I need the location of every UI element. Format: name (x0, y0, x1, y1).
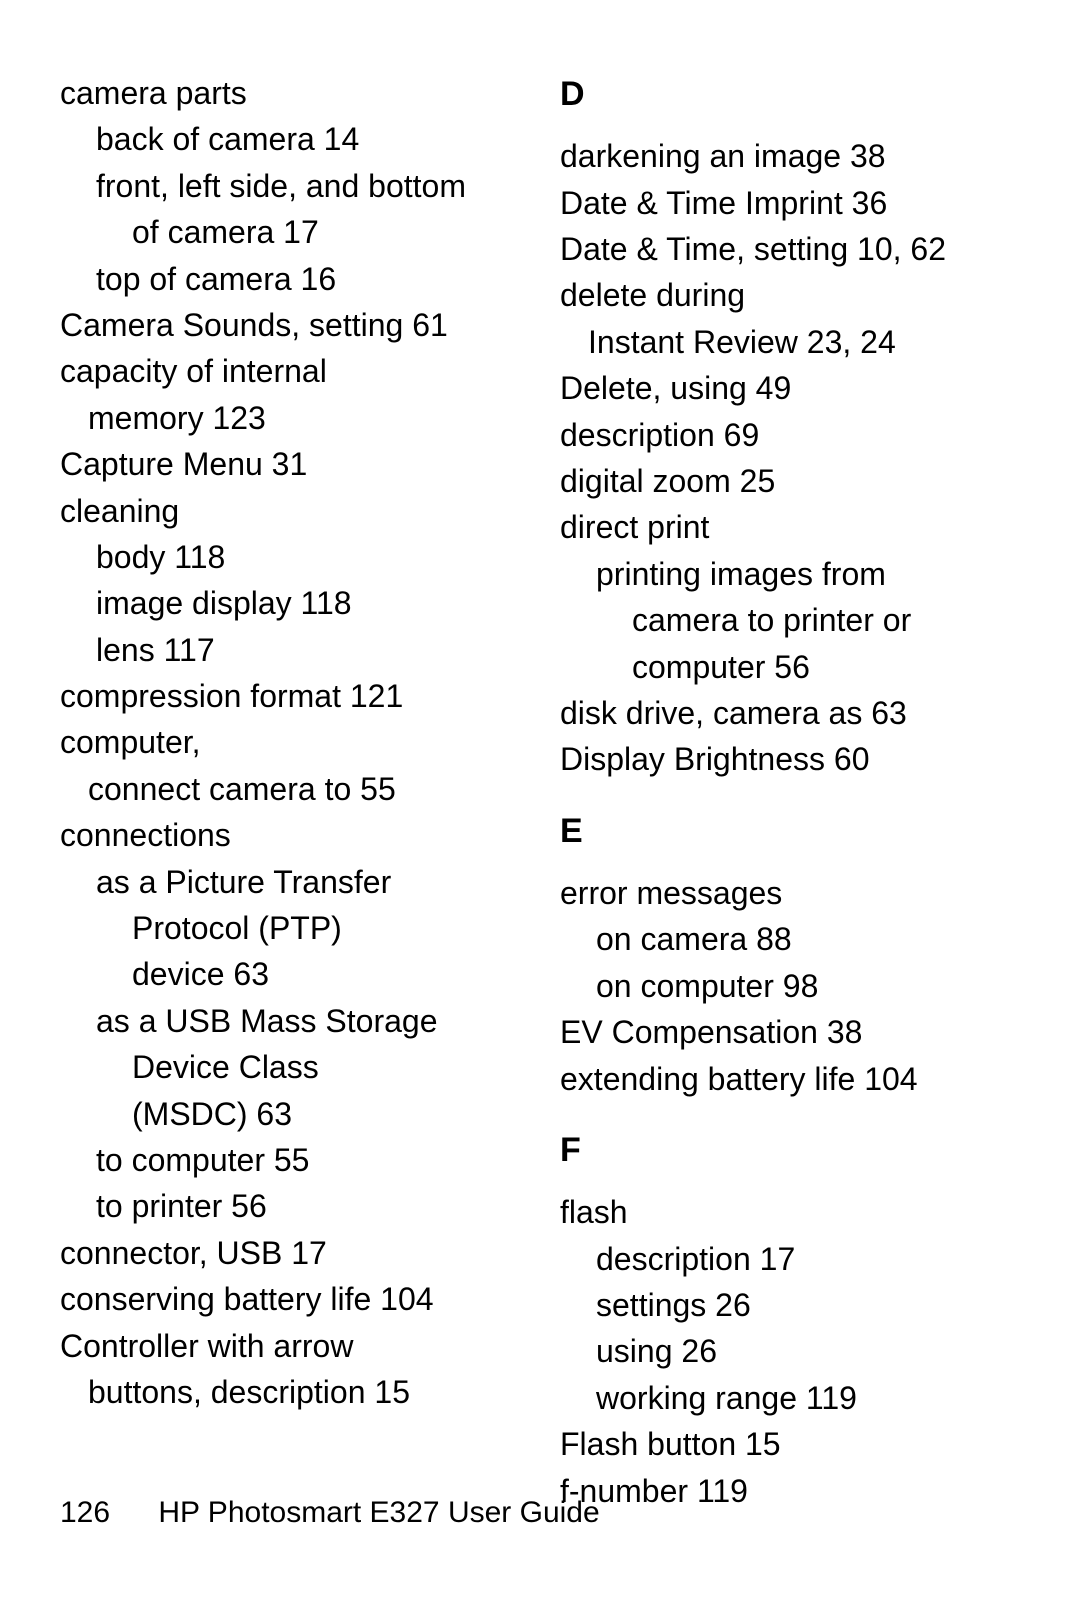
index-entry: capacity of internal (60, 348, 530, 394)
index-entry: Camera Sounds, setting 61 (60, 302, 530, 348)
left-column: camera partsback of camera 14front, left… (60, 70, 530, 1514)
index-entry: using 26 (560, 1328, 1030, 1374)
index-entry: connector, USB 17 (60, 1230, 530, 1276)
index-entry: Controller with arrow (60, 1323, 530, 1369)
index-entry: direct print (560, 504, 1030, 550)
index-entry: Device Class (60, 1044, 530, 1090)
index-entry: Instant Review 23, 24 (560, 319, 1030, 365)
index-entry: camera parts (60, 70, 530, 116)
index-entry: image display 118 (60, 580, 530, 626)
index-entry: connections (60, 812, 530, 858)
index-entry: top of camera 16 (60, 256, 530, 302)
index-entry: compression format 121 (60, 673, 530, 719)
index-entry: extending battery life 104 (560, 1056, 1030, 1102)
index-entry: f-number 119 (560, 1468, 1030, 1514)
index-entry: as a USB Mass Storage (60, 998, 530, 1044)
index-entry: Delete, using 49 (560, 365, 1030, 411)
index-entry: memory 123 (60, 395, 530, 441)
index-entry: to printer 56 (60, 1183, 530, 1229)
index-entry: Date & Time, setting 10, 62 (560, 226, 1030, 272)
index-entry: on camera 88 (560, 916, 1030, 962)
section-heading: D (560, 70, 1030, 119)
index-entry: lens 117 (60, 627, 530, 673)
index-entry: description 69 (560, 412, 1030, 458)
index-entry: working range 119 (560, 1375, 1030, 1421)
index-entry: disk drive, camera as 63 (560, 690, 1030, 736)
index-entry: conserving battery life 104 (60, 1276, 530, 1322)
index-entry: as a Picture Transfer (60, 859, 530, 905)
index-entry: computer 56 (560, 644, 1030, 690)
index-entry: buttons, description 15 (60, 1369, 530, 1415)
index-entry: back of camera 14 (60, 116, 530, 162)
index-entry: cleaning (60, 488, 530, 534)
index-entry: (MSDC) 63 (60, 1091, 530, 1137)
page-number: 126 (60, 1496, 150, 1530)
index-entry: of camera 17 (60, 209, 530, 255)
index-entry: settings 26 (560, 1282, 1030, 1328)
columns: camera partsback of camera 14front, left… (0, 0, 1080, 1514)
index-entry: body 118 (60, 534, 530, 580)
section-heading: F (560, 1126, 1030, 1175)
index-entry: EV Compensation 38 (560, 1009, 1030, 1055)
index-entry: error messages (560, 870, 1030, 916)
index-entry: connect camera to 55 (60, 766, 530, 812)
index-page: camera partsback of camera 14front, left… (0, 0, 1080, 1620)
index-entry: digital zoom 25 (560, 458, 1030, 504)
index-entry: printing images from (560, 551, 1030, 597)
index-entry: camera to printer or (560, 597, 1030, 643)
section-heading: E (560, 807, 1030, 856)
index-entry: flash (560, 1189, 1030, 1235)
footer-title: HP Photosmart E327 User Guide (158, 1496, 599, 1529)
index-entry: Capture Menu 31 (60, 441, 530, 487)
index-entry: darkening an image 38 (560, 133, 1030, 179)
index-entry: Date & Time Imprint 36 (560, 180, 1030, 226)
index-entry: description 17 (560, 1236, 1030, 1282)
footer: 126 HP Photosmart E327 User Guide (60, 1496, 600, 1530)
index-entry: Flash button 15 (560, 1421, 1030, 1467)
index-entry: on computer 98 (560, 963, 1030, 1009)
right-column: Ddarkening an image 38Date & Time Imprin… (560, 70, 1030, 1514)
index-entry: device 63 (60, 951, 530, 997)
index-entry: Display Brightness 60 (560, 736, 1030, 782)
index-entry: to computer 55 (60, 1137, 530, 1183)
index-entry: Protocol (PTP) (60, 905, 530, 951)
index-entry: delete during (560, 272, 1030, 318)
index-entry: computer, (60, 719, 530, 765)
index-entry: front, left side, and bottom (60, 163, 530, 209)
